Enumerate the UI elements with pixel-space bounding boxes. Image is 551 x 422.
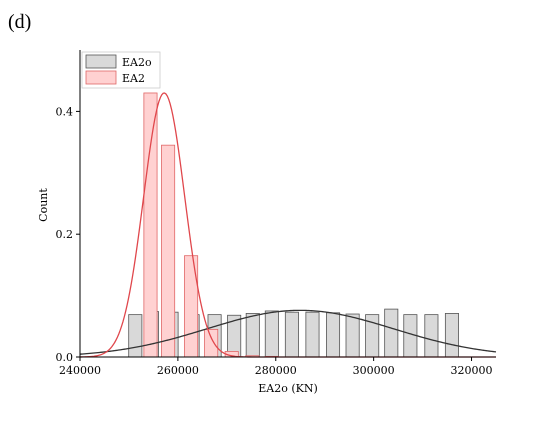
ea2o-bar-13 <box>384 308 399 358</box>
x-tick-label-4: 320000 <box>451 364 493 377</box>
legend-label-ea2: EA2 <box>122 72 145 85</box>
legend: EA2o EA2 <box>81 51 161 89</box>
ea2o-bar-9 <box>305 311 320 358</box>
ea2o-bar-0 <box>128 314 143 358</box>
ea2o-bar-6 <box>245 313 260 358</box>
ea2o-bar-11 <box>345 313 360 358</box>
y-tick-label-0: 0.0 <box>56 351 74 364</box>
x-tick-label-3: 300000 <box>353 364 395 377</box>
x-tick-label-2: 280000 <box>255 364 297 377</box>
ea2o-fit-curve <box>79 309 497 355</box>
ea2-bars <box>143 92 279 358</box>
ea2-bar-1 <box>161 144 176 358</box>
y-ticks: 0.0 0.2 0.4 <box>56 105 80 364</box>
ea2-bar-3 <box>204 328 219 358</box>
ea2o-bar-16 <box>444 313 459 358</box>
y-tick-label-1: 0.2 <box>56 228 74 241</box>
ea2o-bar-7 <box>264 310 279 358</box>
x-tick-label-1: 260000 <box>157 364 199 377</box>
ea2-bar-2 <box>184 255 199 358</box>
y-axis-label: Count <box>37 188 50 222</box>
ea2-bar-0 <box>143 92 158 358</box>
x-ticks: 240000 260000 280000 300000 320000 <box>59 357 493 377</box>
ea2o-bar-15 <box>424 314 439 358</box>
panel-label: (d) <box>8 11 31 33</box>
x-tick-label-0: 240000 <box>59 364 101 377</box>
legend-label-ea2o: EA2o <box>122 56 152 69</box>
ea2o-bar-10 <box>326 312 341 358</box>
y-tick-label-2: 0.4 <box>56 105 74 118</box>
x-axis-label: EA2o (KN) <box>258 382 318 395</box>
legend-swatch-ea2o <box>85 54 117 69</box>
ea2o-bar-8 <box>284 311 299 358</box>
legend-swatch-ea2 <box>85 70 117 85</box>
